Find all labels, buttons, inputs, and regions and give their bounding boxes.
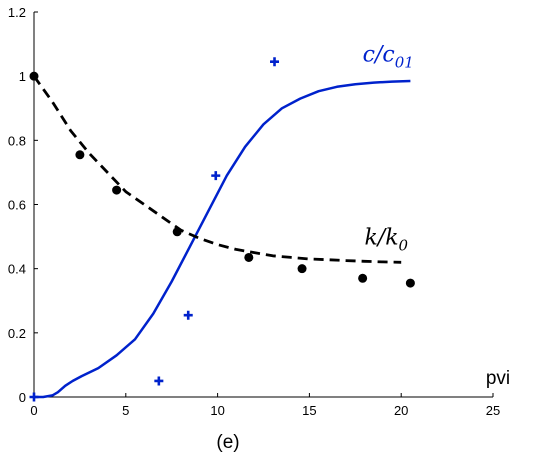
blue-plus-marker bbox=[183, 310, 193, 320]
annotation-base: c/c bbox=[363, 43, 395, 68]
x-tick-label: 10 bbox=[210, 403, 224, 418]
series-markers bbox=[29, 57, 415, 402]
x-tick-label: 25 bbox=[486, 403, 500, 418]
blue-plus-marker bbox=[29, 392, 39, 402]
solid-blue-curve bbox=[34, 79, 411, 399]
y-tick-label: 0.6 bbox=[8, 198, 26, 213]
y-tick-label: 1 bbox=[19, 69, 26, 84]
black-dot-marker bbox=[297, 264, 307, 274]
tick-labels: 0 5 10 15 20 25 0 0.2 0.4 0.6 0.8 1 1.2 bbox=[8, 5, 500, 418]
black-dot-marker bbox=[358, 273, 368, 283]
blue-plus-marker bbox=[270, 57, 280, 67]
y-tick-label: 1.2 bbox=[8, 5, 26, 20]
x-tick-label: 0 bbox=[30, 403, 37, 418]
y-tick-label: 0 bbox=[19, 390, 26, 405]
figure-caption: (e) bbox=[216, 432, 239, 453]
y-tick-label: 0.8 bbox=[8, 133, 26, 148]
black-dot-marker bbox=[172, 227, 182, 237]
x-tick-label: 15 bbox=[302, 403, 316, 418]
axes bbox=[33, 11, 494, 398]
annotation-c-ratio: c/c01 bbox=[363, 43, 414, 72]
blue-plus-marker bbox=[154, 376, 164, 386]
annotation-subscript: 0 bbox=[399, 237, 409, 255]
annotation-k-ratio: k/k0 bbox=[364, 226, 408, 255]
series-lines bbox=[32, 75, 411, 399]
y-tick-label: 0.2 bbox=[8, 326, 26, 341]
dashed-black-curve bbox=[32, 75, 402, 264]
x-axis-label: pvi bbox=[486, 368, 510, 389]
black-dot-marker bbox=[244, 252, 254, 262]
black-dot-marker bbox=[112, 185, 122, 195]
annotations: c/c01 k/k0 bbox=[363, 43, 414, 255]
y-tick-label: 0.4 bbox=[8, 262, 26, 277]
annotation-subscript: 01 bbox=[395, 54, 414, 72]
x-tick-label: 20 bbox=[394, 403, 408, 418]
black-dot-marker bbox=[405, 278, 415, 288]
black-dot-marker bbox=[29, 71, 39, 81]
blue-plus-marker bbox=[211, 171, 221, 181]
x-tick-label: 5 bbox=[122, 403, 129, 418]
black-dot-marker bbox=[75, 150, 85, 160]
annotation-base: k/k bbox=[364, 226, 398, 251]
